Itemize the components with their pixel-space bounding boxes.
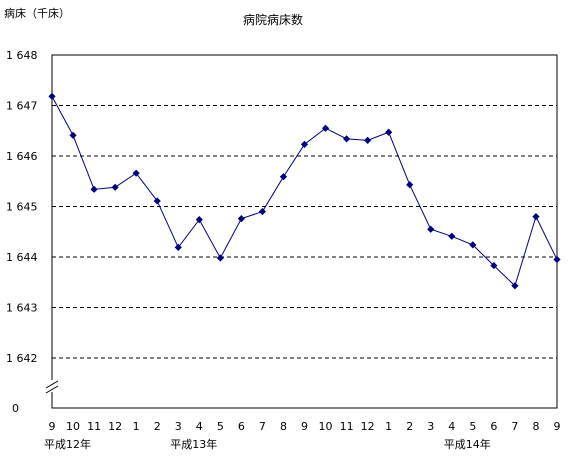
y-axis-label: 病床（千床） xyxy=(4,6,70,20)
data-point xyxy=(216,254,224,262)
x-tick-label: 9 xyxy=(49,420,56,433)
x-tick-label: 12 xyxy=(108,420,122,433)
data-point xyxy=(385,128,393,136)
data-point xyxy=(153,197,161,205)
data-point xyxy=(69,131,77,139)
y-tick-label: 1 645 xyxy=(6,201,38,214)
y-tick-label: 1 648 xyxy=(6,49,38,62)
axis-break-gap xyxy=(48,380,58,392)
year-labels: 平成12年 平成13年 平成14年 xyxy=(44,437,491,451)
x-axis-ticks: 9 10 11 12 1 2 3 4 5 6 7 8 9 10 11 12 1 2 3 4 5 6 7 8 9 xyxy=(49,420,561,433)
data-point xyxy=(48,92,56,101)
x-tick-label: 5 xyxy=(217,420,224,433)
data-point xyxy=(490,261,498,270)
x-tick-label: 5 xyxy=(469,420,476,433)
data-point xyxy=(195,216,203,224)
data-point xyxy=(300,140,309,148)
data-point xyxy=(342,135,351,143)
x-tick-label: 12 xyxy=(361,420,375,433)
axis-break-line xyxy=(45,385,59,394)
x-tick-label: 6 xyxy=(490,420,497,433)
x-tick-label: 11 xyxy=(340,420,354,433)
x-tick-label: 6 xyxy=(238,420,245,433)
x-tick-label: 8 xyxy=(280,420,287,433)
x-tick-label: 8 xyxy=(532,420,539,433)
x-tick-label: 2 xyxy=(154,420,161,433)
data-point xyxy=(511,282,519,290)
chart-title: 病院病床数 xyxy=(243,12,303,27)
x-tick-label: 10 xyxy=(66,420,80,433)
data-point xyxy=(532,213,540,221)
data-point xyxy=(427,225,435,233)
y-tick-label: 1 646 xyxy=(6,150,38,163)
data-point xyxy=(406,181,414,189)
data-point xyxy=(111,183,119,191)
y-tick-label: 1 643 xyxy=(6,302,38,315)
data-point xyxy=(364,136,372,144)
x-tick-label: 4 xyxy=(448,420,455,433)
data-point xyxy=(132,169,140,177)
x-tick-label: 7 xyxy=(511,420,518,433)
data-point xyxy=(258,207,267,216)
series-group xyxy=(48,92,561,290)
x-tick-label: 11 xyxy=(87,420,101,433)
year-label: 平成13年 xyxy=(170,437,217,451)
x-tick-label: 3 xyxy=(427,420,434,433)
x-tick-label: 1 xyxy=(385,420,392,433)
gridlines xyxy=(52,105,557,359)
x-tick-label: 9 xyxy=(301,420,308,433)
plot-area xyxy=(51,54,558,409)
x-tick-label: 1 xyxy=(133,420,140,433)
x-tick-label: 2 xyxy=(406,420,413,433)
y-tick-label: 1 642 xyxy=(6,352,38,365)
data-point xyxy=(279,173,288,181)
data-point xyxy=(448,232,456,240)
x-tick-label: 4 xyxy=(196,420,203,433)
y-tick-label: 1 644 xyxy=(6,251,38,264)
data-point xyxy=(237,215,245,223)
y-tick-label-zero: 0 xyxy=(12,402,19,415)
axis-break-mark xyxy=(45,380,59,394)
y-tick-label: 1 647 xyxy=(6,100,38,113)
x-tick-label: 9 xyxy=(554,420,561,433)
x-tick-label: 10 xyxy=(319,420,333,433)
data-point xyxy=(553,255,561,264)
data-point xyxy=(174,243,182,252)
data-point xyxy=(469,241,477,249)
data-point xyxy=(90,185,98,193)
axis-break-line xyxy=(45,380,59,389)
year-label: 平成12年 xyxy=(44,437,91,451)
y-axis-ticks: 1 648 1 647 1 646 1 645 1 644 1 643 1 642 0 xyxy=(6,49,38,415)
year-label: 平成14年 xyxy=(444,437,491,451)
x-tick-label: 3 xyxy=(175,420,182,433)
data-point xyxy=(321,124,330,132)
x-tick-label: 7 xyxy=(259,420,266,433)
